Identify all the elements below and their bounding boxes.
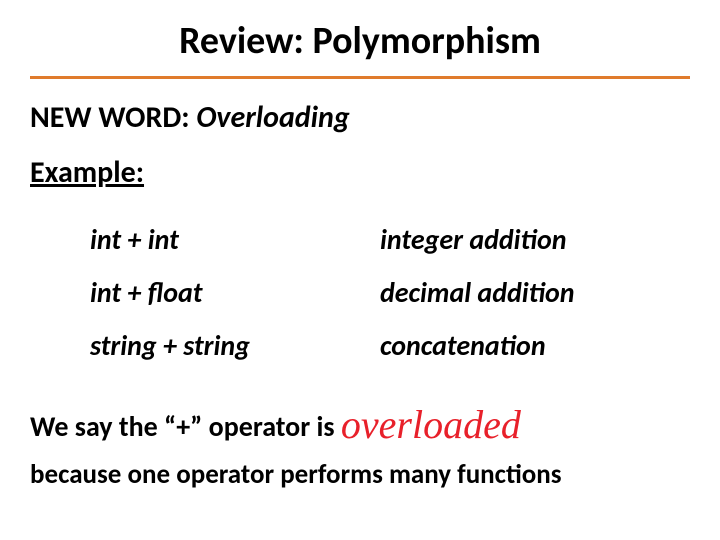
new-word-label: NEW WORD: — [30, 99, 196, 136]
reason-line: because one operator performs many funct… — [30, 458, 690, 491]
table-row: string + string concatenation — [90, 319, 575, 372]
summary-highlight: overloaded — [341, 402, 521, 447]
new-word-term: Overloading — [196, 99, 349, 136]
example-desc: decimal addition — [380, 266, 575, 319]
title-underline — [30, 76, 690, 79]
table-row: int + float decimal addition — [90, 266, 575, 319]
example-expr: string + string — [90, 319, 380, 372]
examples-table: int + int integer addition int + float d… — [90, 213, 575, 372]
slide-title: Review: Polymorphism — [30, 18, 690, 76]
new-word-line: NEW WORD: Overloading — [30, 99, 690, 136]
example-desc: concatenation — [380, 319, 575, 372]
example-desc: integer addition — [380, 213, 575, 266]
table-row: int + int integer addition — [90, 213, 575, 266]
example-label: Example: — [30, 154, 690, 191]
example-expr: int + float — [90, 266, 380, 319]
summary-prefix: We say the “+” operator is — [30, 409, 341, 444]
summary-line: We say the “+” operator is overloaded — [30, 398, 690, 448]
example-expr: int + int — [90, 213, 380, 266]
